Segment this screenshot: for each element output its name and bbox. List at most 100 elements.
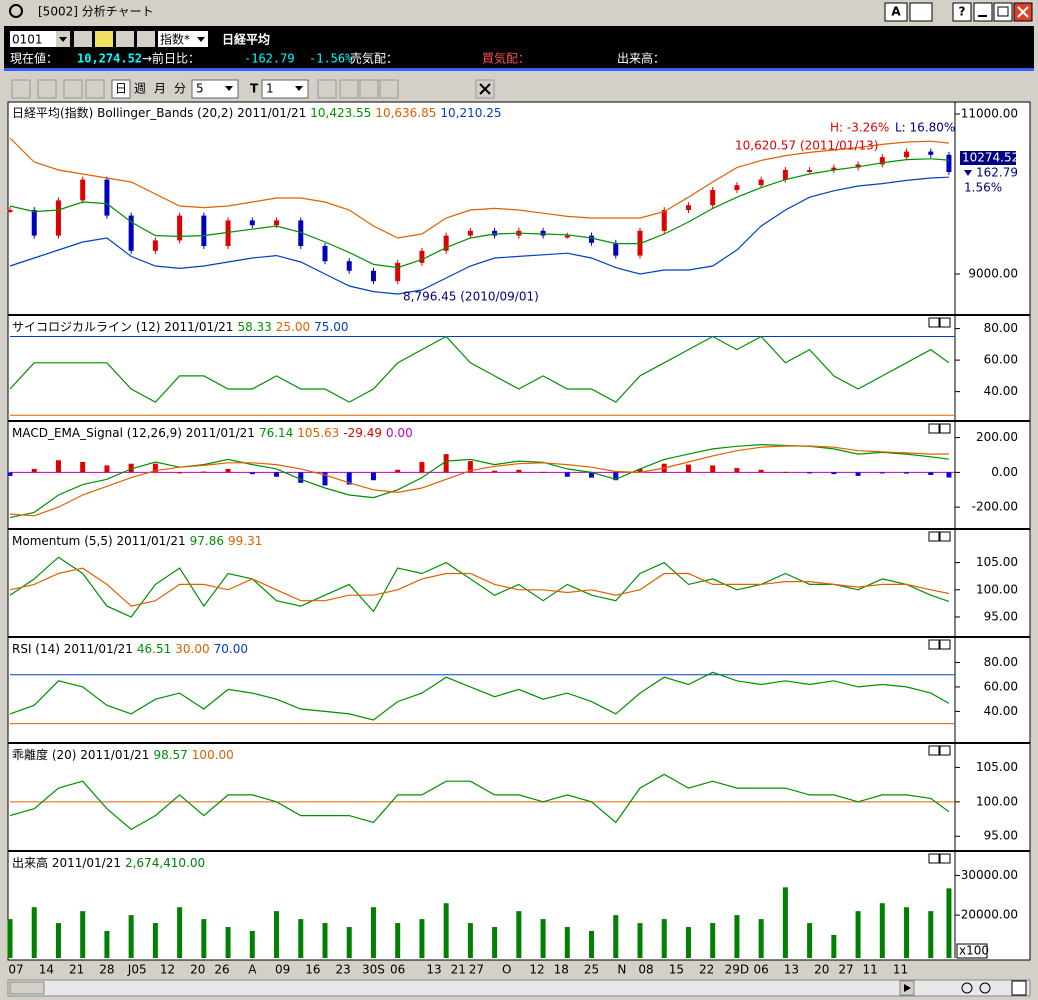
day-button[interactable] bbox=[111, 79, 131, 99]
dropdown-arrow bbox=[295, 86, 303, 91]
bar bbox=[734, 915, 740, 958]
change-label: →前日比： bbox=[142, 51, 200, 66]
bar bbox=[540, 919, 546, 958]
zoom-in[interactable] bbox=[961, 982, 973, 994]
x-tick-label: 29D bbox=[725, 963, 750, 977]
legend-value: 0.00 bbox=[386, 426, 413, 440]
y-tick-label: 100.00 bbox=[976, 582, 1018, 596]
reset-button[interactable] bbox=[1011, 980, 1027, 996]
code-input[interactable] bbox=[10, 31, 56, 47]
panel-close[interactable] bbox=[939, 423, 951, 434]
dropdown-arrow bbox=[225, 86, 233, 91]
indicator-line bbox=[9, 158, 949, 269]
type-select-text: 指数* bbox=[160, 32, 190, 47]
panel-title-text: MACD_EMA_Signal (12,26,9) 2011/01/21 bbox=[12, 426, 255, 440]
bar bbox=[685, 464, 691, 473]
candle-body bbox=[128, 215, 134, 251]
zoom-button[interactable] bbox=[37, 79, 57, 99]
minimize-button[interactable] bbox=[973, 2, 993, 22]
bar bbox=[637, 468, 643, 473]
annotation: 10,620.57 (2011/01/13) bbox=[735, 139, 878, 153]
sidebar-change-percent: 1.56% bbox=[964, 181, 1002, 195]
panel-close[interactable] bbox=[939, 531, 951, 542]
legend-value: 76.14 bbox=[259, 426, 293, 440]
bar bbox=[831, 934, 837, 958]
x-tick-label: 26 bbox=[214, 963, 229, 977]
enter-button[interactable] bbox=[74, 31, 92, 47]
help-button-label: ? bbox=[959, 5, 966, 19]
clear-button[interactable] bbox=[137, 31, 155, 47]
register-button[interactable] bbox=[116, 31, 134, 47]
type-select[interactable] bbox=[158, 31, 208, 47]
close-icon bbox=[1017, 6, 1029, 18]
bar bbox=[274, 472, 280, 477]
bar bbox=[201, 919, 207, 958]
bar bbox=[710, 465, 716, 473]
bar-tool[interactable] bbox=[359, 79, 379, 99]
panel-close[interactable] bbox=[939, 853, 951, 864]
panel-close[interactable] bbox=[939, 317, 951, 328]
dropdown-arrow bbox=[59, 37, 67, 42]
minute-label[interactable]: 分 bbox=[174, 82, 186, 96]
search-button[interactable] bbox=[95, 31, 113, 47]
bar bbox=[152, 463, 158, 473]
candle-body bbox=[807, 170, 813, 172]
bar-tool[interactable] bbox=[339, 79, 359, 99]
bar bbox=[782, 471, 788, 473]
x-tick-label: N bbox=[617, 963, 626, 977]
bar bbox=[516, 469, 522, 473]
panel-minimize[interactable] bbox=[928, 423, 940, 434]
legend-value: 100.00 bbox=[192, 748, 234, 762]
copy-button[interactable] bbox=[909, 2, 933, 22]
candle-body bbox=[734, 185, 740, 190]
bar bbox=[249, 931, 255, 958]
panel-minimize[interactable] bbox=[928, 531, 940, 542]
text-tool[interactable]: T bbox=[250, 82, 259, 96]
scroll-thumb[interactable] bbox=[9, 981, 45, 995]
bar bbox=[855, 911, 861, 958]
x-tick-label: 11 bbox=[863, 963, 878, 977]
candle-body bbox=[467, 230, 473, 236]
width-select[interactable] bbox=[261, 79, 309, 99]
candle-body bbox=[758, 179, 764, 186]
header-rule bbox=[4, 68, 1034, 71]
bar bbox=[467, 461, 473, 473]
panel-close[interactable] bbox=[939, 745, 951, 756]
minute-select[interactable] bbox=[191, 79, 239, 99]
panel-title-text: サイコロジカルライン (12) 2011/01/21 bbox=[12, 320, 233, 334]
bar bbox=[904, 472, 910, 474]
y-tick-label: 20000.00 bbox=[961, 908, 1018, 922]
minute-value: 5 bbox=[196, 82, 204, 96]
panel-minimize[interactable] bbox=[928, 853, 940, 864]
zoom-out[interactable] bbox=[979, 982, 991, 994]
x-tick-label: 30S bbox=[362, 963, 385, 977]
help-button[interactable] bbox=[952, 2, 972, 22]
x-tick-label: 27 bbox=[838, 963, 853, 977]
maximize-button[interactable] bbox=[993, 2, 1013, 22]
annotation: L: 16.80% bbox=[895, 121, 955, 135]
panel-title: サイコロジカルライン (12) 2011/01/21 58.33 25.00 75.0… bbox=[12, 320, 349, 334]
line-tool[interactable] bbox=[317, 79, 337, 99]
font-button[interactable] bbox=[884, 2, 908, 22]
page-button[interactable] bbox=[63, 79, 83, 99]
panel-title-text: 乖離度 (20) 2011/01/21 bbox=[12, 747, 149, 762]
panel-minimize[interactable] bbox=[928, 317, 940, 328]
bar bbox=[589, 931, 595, 958]
scrollbar[interactable] bbox=[7, 979, 1031, 997]
candle-body bbox=[855, 164, 861, 168]
page-button[interactable] bbox=[85, 79, 105, 99]
candle-body bbox=[419, 250, 425, 263]
indicator-line bbox=[9, 773, 950, 831]
bar bbox=[177, 907, 183, 958]
month-label[interactable]: 月 bbox=[154, 82, 166, 96]
panel-close[interactable] bbox=[939, 639, 951, 650]
week-label[interactable]: 週 bbox=[134, 82, 146, 96]
panel-minimize[interactable] bbox=[928, 745, 940, 756]
tool-button[interactable] bbox=[11, 79, 31, 99]
panel-minimize[interactable] bbox=[928, 639, 940, 650]
bar bbox=[758, 919, 764, 958]
arrow-tool[interactable] bbox=[379, 79, 399, 99]
x-tick-label: 28 bbox=[99, 963, 114, 977]
x-tick-label: 15 bbox=[669, 963, 684, 977]
